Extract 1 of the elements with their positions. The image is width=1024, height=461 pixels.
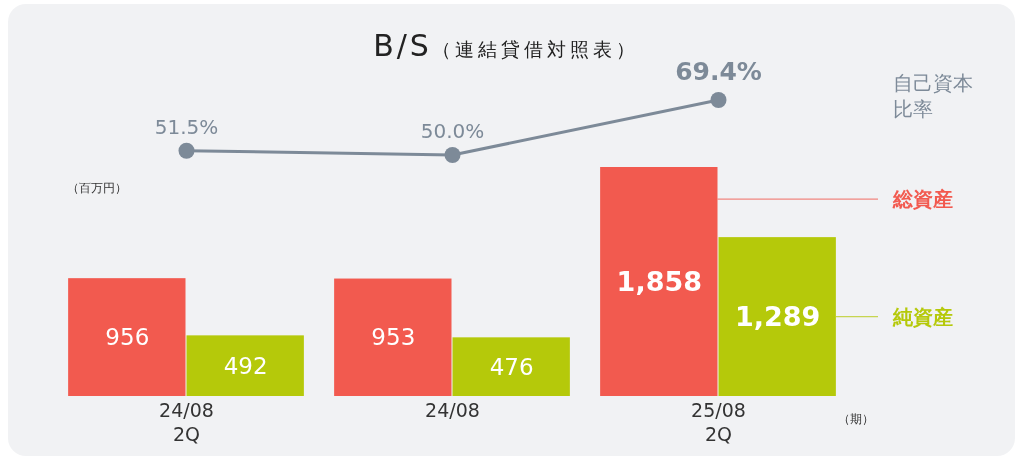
title: B/S（連結貸借対照表） [373, 28, 639, 63]
